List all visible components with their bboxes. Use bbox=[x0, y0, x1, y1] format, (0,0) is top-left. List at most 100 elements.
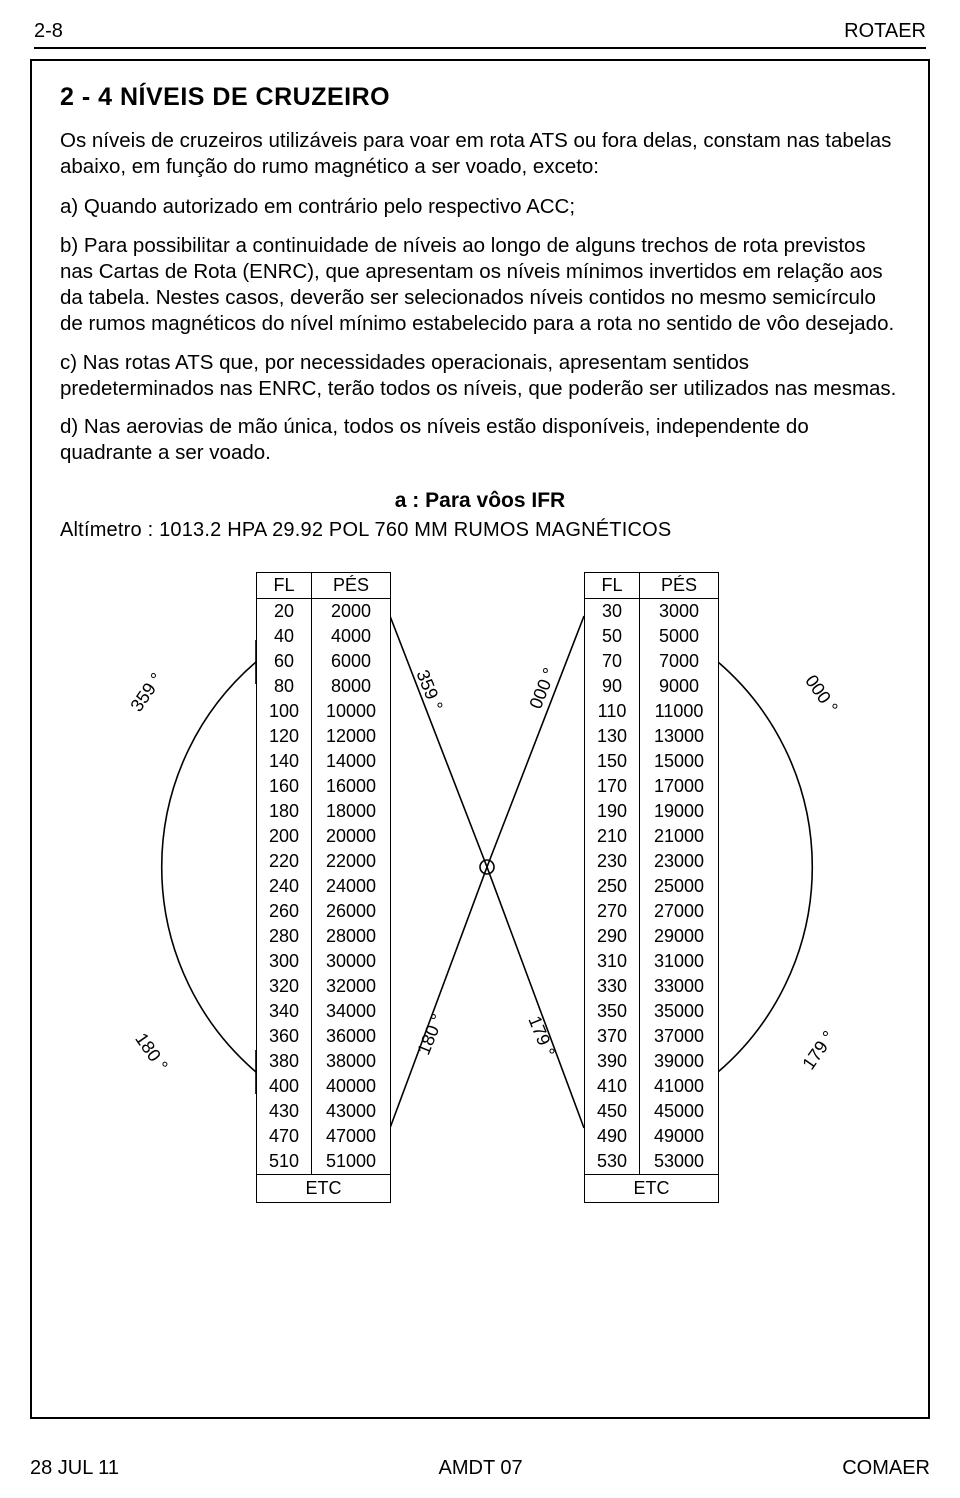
cell-pes: 43000 bbox=[312, 1099, 390, 1124]
col-pes: PÉS bbox=[312, 573, 390, 598]
cell-pes: 32000 bbox=[312, 974, 390, 999]
item-b: b) Para possibilitar a continuidade de n… bbox=[60, 233, 900, 338]
cell-pes: 27000 bbox=[640, 899, 718, 924]
diagram-svg bbox=[60, 572, 900, 1192]
cell-fl: 20 bbox=[257, 599, 312, 624]
cell-fl: 490 bbox=[585, 1124, 640, 1149]
cell-pes: 3000 bbox=[640, 599, 718, 624]
table-row: 707000 bbox=[585, 649, 718, 674]
cell-fl: 200 bbox=[257, 824, 312, 849]
cell-fl: 510 bbox=[257, 1149, 312, 1174]
table-row: 14014000 bbox=[257, 749, 390, 774]
cell-fl: 50 bbox=[585, 624, 640, 649]
cell-pes: 37000 bbox=[640, 1024, 718, 1049]
table-row: 22022000 bbox=[257, 849, 390, 874]
table-row: 43043000 bbox=[257, 1099, 390, 1124]
cell-fl: 350 bbox=[585, 999, 640, 1024]
table-row: 41041000 bbox=[585, 1074, 718, 1099]
table-row: 20020000 bbox=[257, 824, 390, 849]
cell-fl: 190 bbox=[585, 799, 640, 824]
table-row: 31031000 bbox=[585, 949, 718, 974]
cell-pes: 6000 bbox=[312, 649, 390, 674]
item-d: d) Nas aerovias de mão única, todos os n… bbox=[60, 414, 900, 466]
outer-left-arc bbox=[162, 662, 256, 1072]
pub-code: ROTAER bbox=[844, 20, 926, 43]
section-title: 2 - 4 NÍVEIS DE CRUZEIRO bbox=[60, 83, 900, 112]
table-left: FL PÉS 202000404000606000808000100100001… bbox=[256, 572, 391, 1203]
cell-fl: 160 bbox=[257, 774, 312, 799]
cell-pes: 8000 bbox=[312, 674, 390, 699]
cell-pes: 26000 bbox=[312, 899, 390, 924]
cell-fl: 180 bbox=[257, 799, 312, 824]
cell-pes: 33000 bbox=[640, 974, 718, 999]
table-row: 17017000 bbox=[585, 774, 718, 799]
sub-heading: a : Para vôos IFR bbox=[60, 489, 900, 513]
cell-fl: 80 bbox=[257, 674, 312, 699]
footer-amdt: AMDT 07 bbox=[439, 1457, 523, 1480]
cell-pes: 14000 bbox=[312, 749, 390, 774]
table-right: FL PÉS 303000505000707000909000110110001… bbox=[584, 572, 719, 1203]
cell-fl: 330 bbox=[585, 974, 640, 999]
table-row: 27027000 bbox=[585, 899, 718, 924]
table-row: 18018000 bbox=[257, 799, 390, 824]
cell-fl: 250 bbox=[585, 874, 640, 899]
cell-pes: 36000 bbox=[312, 1024, 390, 1049]
outer-right-arc bbox=[718, 662, 812, 1072]
cell-pes: 17000 bbox=[640, 774, 718, 799]
cell-pes: 20000 bbox=[312, 824, 390, 849]
cell-fl: 150 bbox=[585, 749, 640, 774]
table-row: 38038000 bbox=[257, 1049, 390, 1074]
cell-pes: 19000 bbox=[640, 799, 718, 824]
cell-fl: 220 bbox=[257, 849, 312, 874]
table-right-footer: ETC bbox=[585, 1174, 718, 1202]
table-row: 15015000 bbox=[585, 749, 718, 774]
cell-pes: 22000 bbox=[312, 849, 390, 874]
cell-pes: 31000 bbox=[640, 949, 718, 974]
table-row: 10010000 bbox=[257, 699, 390, 724]
table-row: 12012000 bbox=[257, 724, 390, 749]
cell-fl: 360 bbox=[257, 1024, 312, 1049]
table-row: 34034000 bbox=[257, 999, 390, 1024]
cell-fl: 140 bbox=[257, 749, 312, 774]
cell-pes: 15000 bbox=[640, 749, 718, 774]
table-row: 53053000 bbox=[585, 1149, 718, 1174]
cell-pes: 10000 bbox=[312, 699, 390, 724]
cell-fl: 470 bbox=[257, 1124, 312, 1149]
table-row: 36036000 bbox=[257, 1024, 390, 1049]
cell-pes: 41000 bbox=[640, 1074, 718, 1099]
page-number: 2-8 bbox=[34, 20, 63, 43]
cell-pes: 28000 bbox=[312, 924, 390, 949]
table-row: 26026000 bbox=[257, 899, 390, 924]
cell-pes: 4000 bbox=[312, 624, 390, 649]
item-a: a) Quando autorizado em contrário pelo r… bbox=[60, 194, 900, 220]
cell-fl: 270 bbox=[585, 899, 640, 924]
cell-fl: 70 bbox=[585, 649, 640, 674]
cell-fl: 320 bbox=[257, 974, 312, 999]
table-left-footer: ETC bbox=[257, 1174, 390, 1202]
table-row: 303000 bbox=[585, 599, 718, 624]
cell-pes: 18000 bbox=[312, 799, 390, 824]
cell-fl: 170 bbox=[585, 774, 640, 799]
footer-org: COMAER bbox=[842, 1457, 930, 1480]
cell-fl: 370 bbox=[585, 1024, 640, 1049]
table-row: 28028000 bbox=[257, 924, 390, 949]
table-row: 37037000 bbox=[585, 1024, 718, 1049]
col-pes: PÉS bbox=[640, 573, 718, 598]
cell-pes: 53000 bbox=[640, 1149, 718, 1174]
cell-pes: 51000 bbox=[312, 1149, 390, 1174]
cell-fl: 30 bbox=[585, 599, 640, 624]
cell-fl: 430 bbox=[257, 1099, 312, 1124]
cell-pes: 9000 bbox=[640, 674, 718, 699]
cell-pes: 13000 bbox=[640, 724, 718, 749]
table-row: 33033000 bbox=[585, 974, 718, 999]
cell-fl: 530 bbox=[585, 1149, 640, 1174]
cell-fl: 230 bbox=[585, 849, 640, 874]
cell-pes: 24000 bbox=[312, 874, 390, 899]
cell-fl: 240 bbox=[257, 874, 312, 899]
table-row: 29029000 bbox=[585, 924, 718, 949]
cell-fl: 290 bbox=[585, 924, 640, 949]
table-row: 47047000 bbox=[257, 1124, 390, 1149]
cell-pes: 45000 bbox=[640, 1099, 718, 1124]
cell-pes: 16000 bbox=[312, 774, 390, 799]
cell-pes: 39000 bbox=[640, 1049, 718, 1074]
